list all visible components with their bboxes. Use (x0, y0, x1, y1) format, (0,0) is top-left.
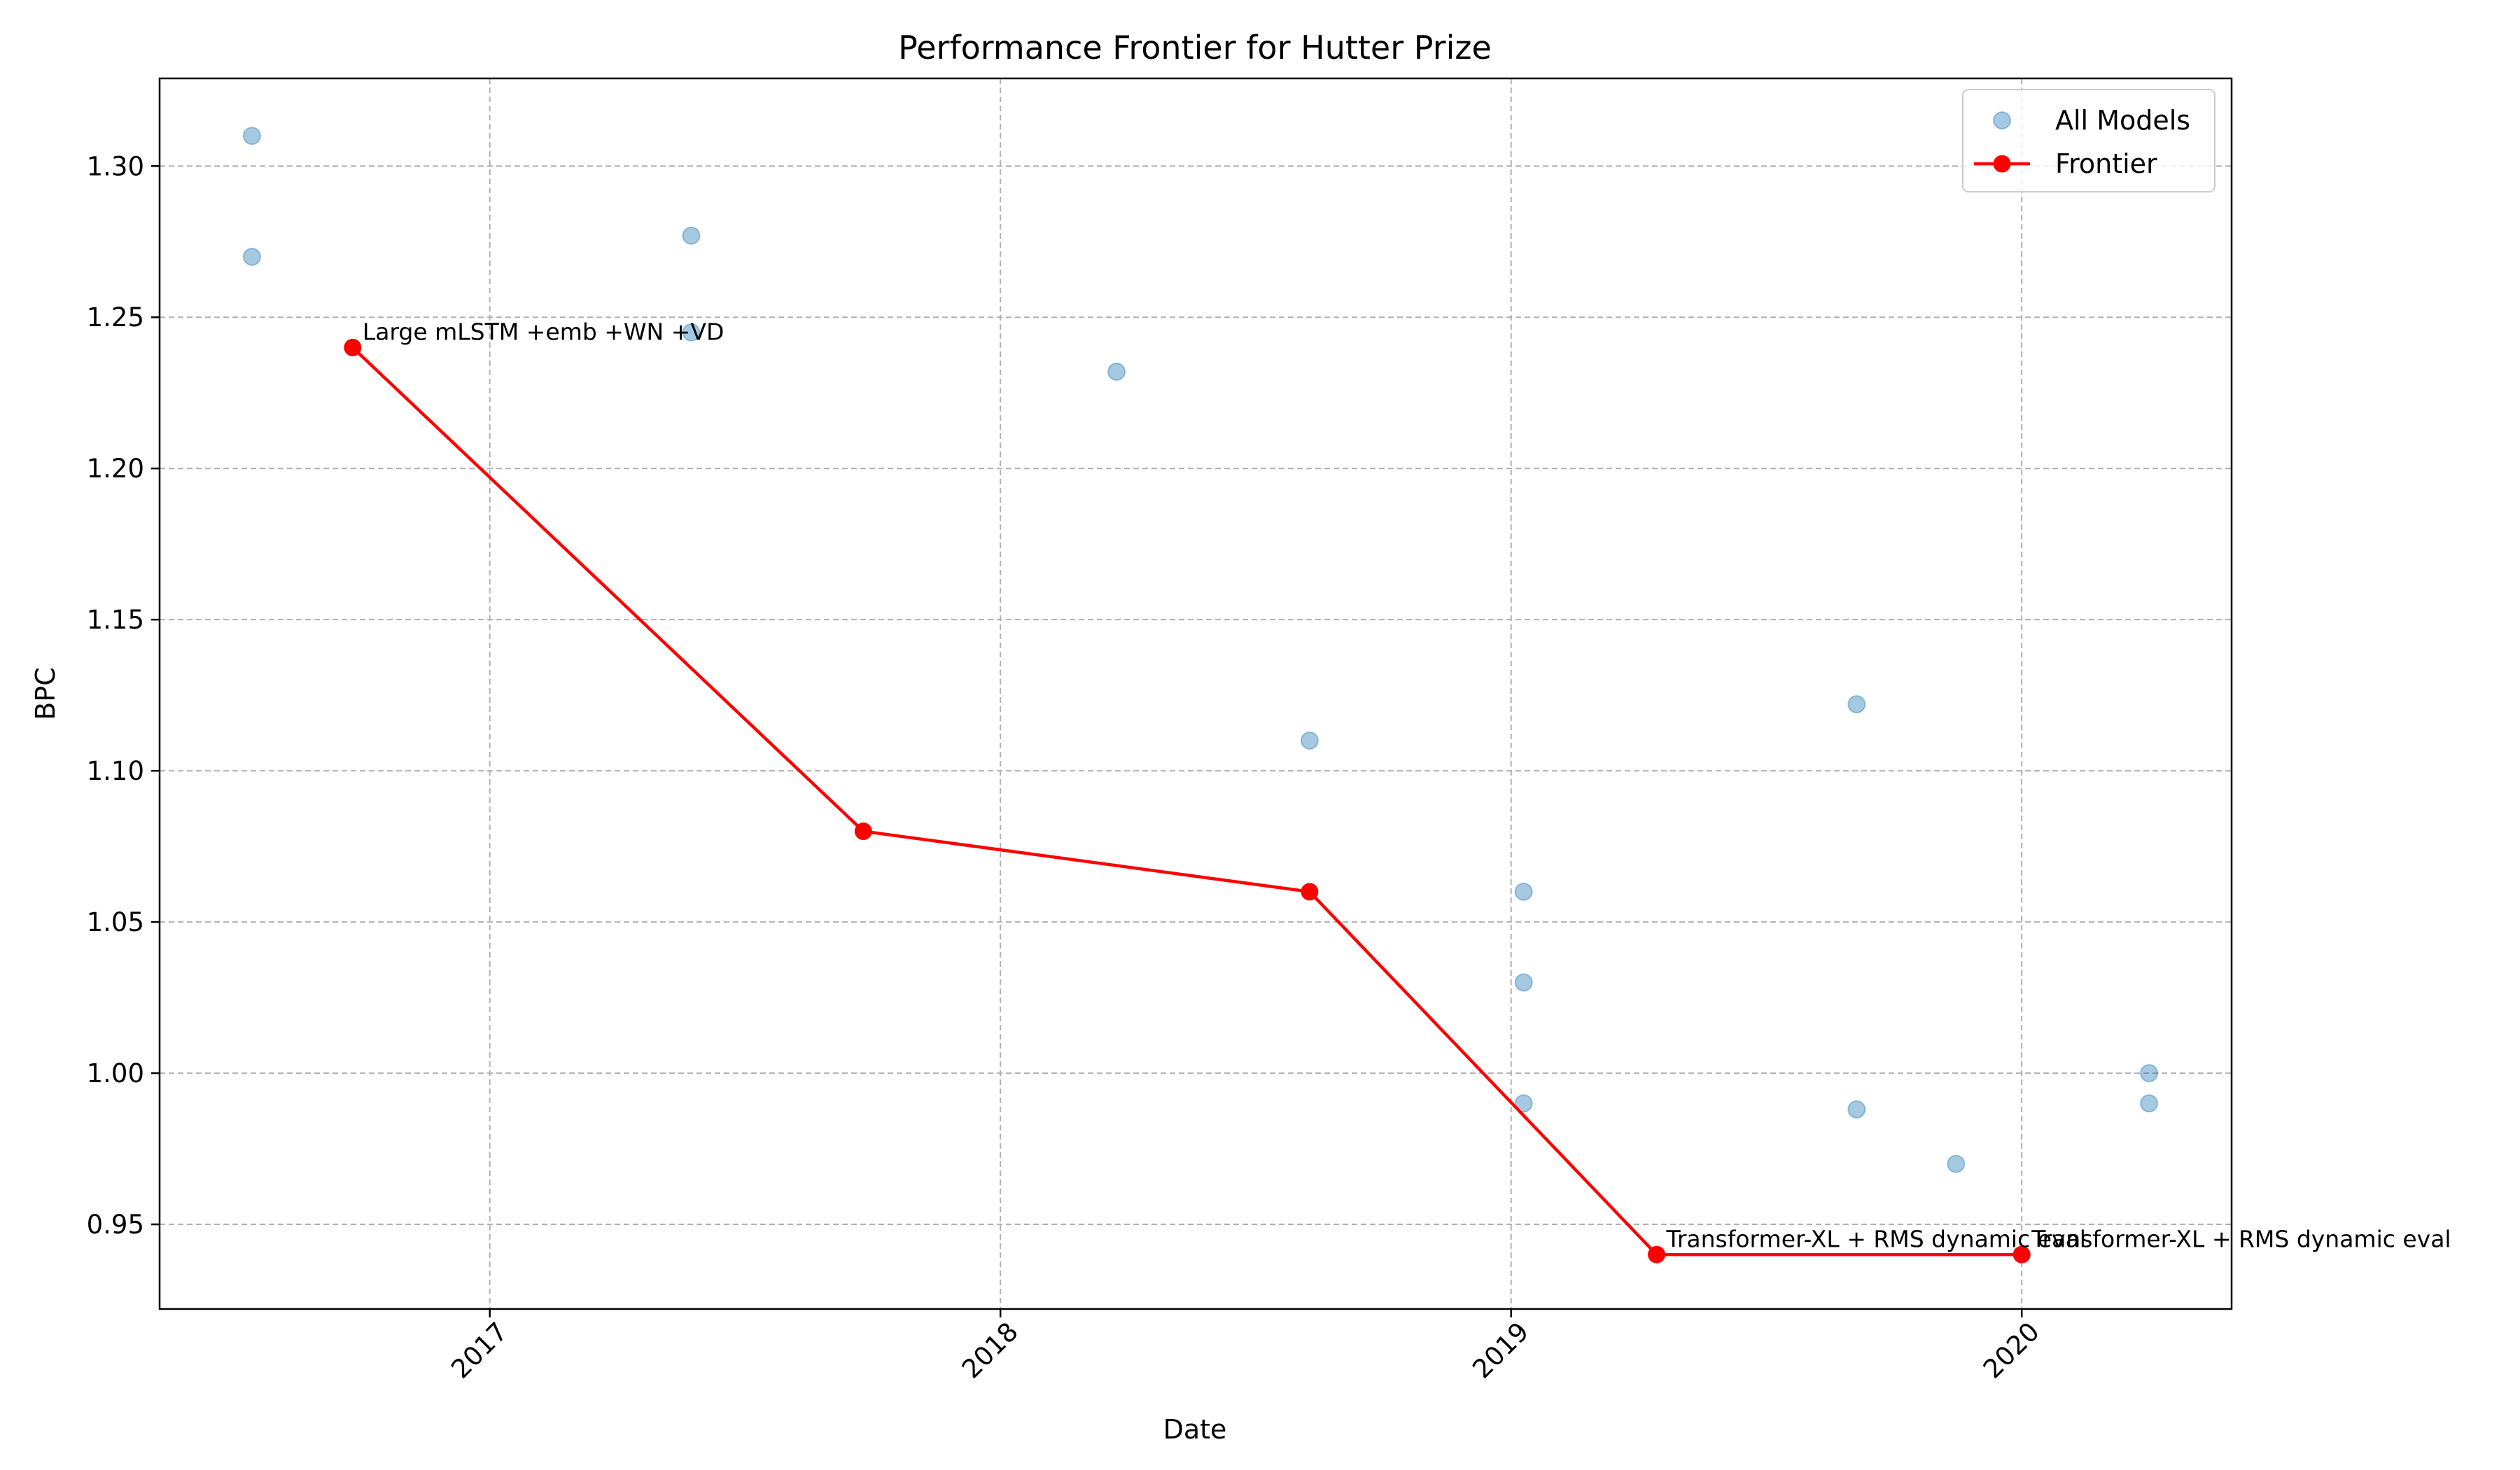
x-axis-label: Date (1163, 1414, 1227, 1445)
legend-frontier-label: Frontier (2055, 148, 2157, 179)
frontier-point (2012, 1245, 2031, 1264)
y-tick-label: 1.05 (87, 907, 144, 937)
legend: All Models Frontier (1962, 89, 2216, 192)
y-axis-label: BPC (30, 667, 61, 720)
frontier-point (1648, 1245, 1666, 1264)
annotations: Large mLSTM +emb +WN +VD Transformer-XL +… (363, 318, 2451, 1252)
grid (160, 78, 2232, 1309)
all-models-point (1947, 1154, 1966, 1173)
legend-all-models-label: All Models (2055, 105, 2190, 136)
all-models-point (1514, 1094, 1533, 1113)
all-models-point (2140, 1094, 2159, 1113)
all-models-point (1847, 695, 1866, 714)
all-models-point (1300, 731, 1319, 750)
series-layer (242, 127, 2159, 1264)
frontier-point (1301, 883, 1319, 901)
y-tick-label: 1.00 (87, 1058, 144, 1088)
frontier-annotation: Transformer-XL + RMS dynamic eval (2031, 1225, 2451, 1252)
y-tick-label: 1.15 (87, 605, 144, 635)
all-models-point (242, 127, 261, 146)
all-models-point (682, 226, 701, 245)
legend-frontier-marker (1993, 155, 2011, 173)
frontier-annotation: Transformer-XL + RMS dynamic eval (1666, 1225, 2086, 1252)
all-models-point (1107, 362, 1126, 381)
y-tick-label: 1.20 (87, 454, 144, 484)
y-axis: 0.95 1.00 1.05 1.10 1.15 1.20 1.25 1.30 (87, 151, 160, 1240)
frontier-point (344, 338, 362, 356)
frontier-point (854, 822, 872, 841)
y-tick-label: 0.95 (87, 1210, 144, 1240)
all-models-point (1847, 1100, 1866, 1119)
y-tick-label: 1.25 (87, 302, 144, 332)
legend-box (1962, 89, 2216, 192)
y-tick-label: 1.10 (87, 756, 144, 786)
all-models-point (242, 247, 261, 266)
legend-all-models-marker (1993, 111, 2011, 130)
all-models-point (1514, 973, 1533, 992)
y-tick-label: 1.30 (87, 151, 144, 181)
plot-frame (158, 77, 2233, 1310)
frontier-annotation: Large mLSTM +emb +WN +VD (363, 318, 724, 345)
all-models-point (1514, 882, 1533, 901)
chart-title: Performance Frontier for Hutter Prize (898, 29, 1492, 66)
all-models-point (2140, 1064, 2159, 1083)
all-models-point (682, 323, 701, 342)
